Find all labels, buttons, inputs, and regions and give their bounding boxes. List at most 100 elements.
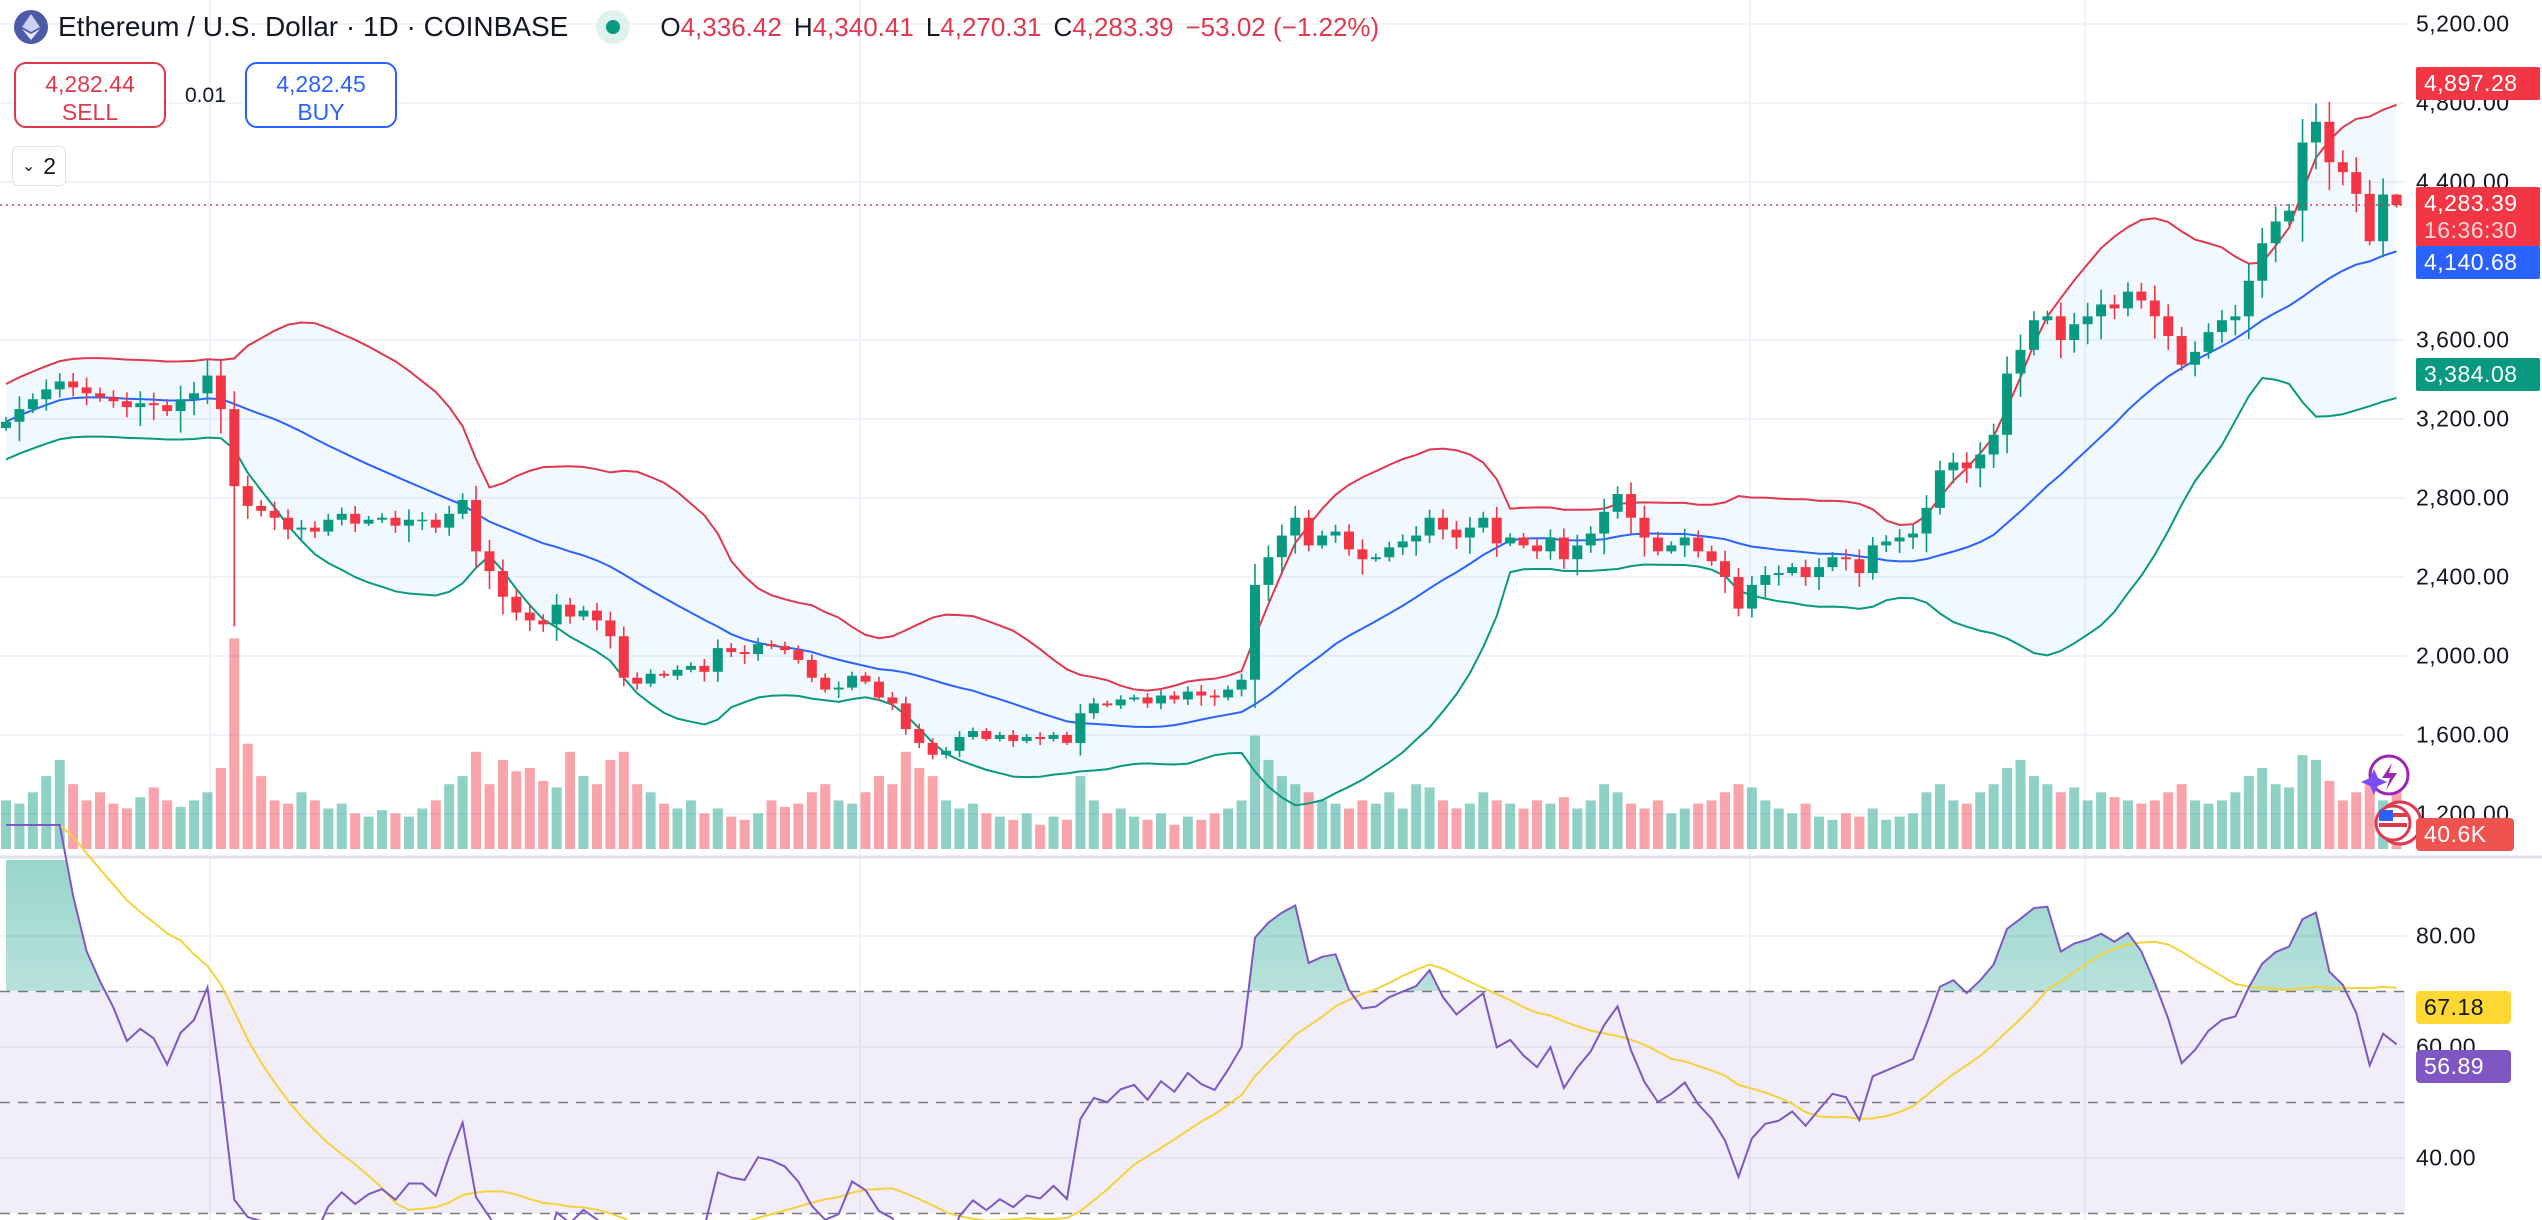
candle-body bbox=[632, 677, 643, 684]
volume-bar bbox=[444, 784, 455, 849]
volume-bar bbox=[1357, 800, 1368, 849]
volume-bar bbox=[1424, 787, 1435, 849]
rsi-overbought-fill bbox=[6, 860, 2346, 991]
volume-bar bbox=[1733, 784, 1744, 849]
ohlc-low-label: L bbox=[925, 11, 941, 42]
candle-body bbox=[2163, 316, 2174, 337]
price-axis-label: 3,600.00 bbox=[2416, 326, 2510, 353]
candle-body bbox=[1867, 545, 1878, 574]
volume-bar bbox=[1693, 803, 1704, 849]
volume-bar bbox=[2297, 755, 2308, 849]
volume-bar bbox=[967, 803, 978, 849]
candle-body bbox=[1290, 517, 1301, 536]
candle-body bbox=[1652, 537, 1663, 552]
candle-body bbox=[1464, 527, 1475, 538]
candle-body bbox=[1115, 699, 1126, 706]
candle-body bbox=[377, 517, 388, 520]
candle-body bbox=[336, 513, 347, 520]
market-status-icon[interactable] bbox=[596, 10, 631, 44]
candle-body bbox=[806, 659, 817, 678]
symbol-title[interactable]: Ethereum / U.S. Dollar · 1D · COINBASE bbox=[58, 11, 569, 42]
volume-badge: 40.6K bbox=[2416, 818, 2514, 851]
volume-bar bbox=[565, 751, 576, 849]
volume-bar bbox=[296, 792, 307, 849]
volume-bar bbox=[1384, 792, 1395, 849]
sell-button[interactable]: 4,282.44 SELL bbox=[14, 62, 166, 128]
candle-body bbox=[793, 650, 804, 660]
volume-bar bbox=[497, 759, 508, 849]
volume-bar bbox=[712, 808, 723, 849]
candle-body bbox=[2351, 172, 2362, 194]
volume-bar bbox=[2284, 787, 2295, 849]
volume-bar bbox=[1572, 808, 1583, 849]
candle-body bbox=[847, 675, 858, 688]
volume-bar bbox=[1102, 813, 1113, 849]
volume-bar bbox=[887, 784, 898, 849]
volume-bar bbox=[148, 787, 159, 849]
candle-body bbox=[1276, 535, 1287, 558]
volume-bar bbox=[1223, 808, 1234, 849]
candle-body bbox=[1787, 567, 1798, 574]
candle-body bbox=[1223, 689, 1234, 698]
indicator-legend-toggle[interactable]: ⌄ 2 bbox=[12, 146, 66, 186]
volume-bar bbox=[1854, 816, 1865, 849]
rsi-line bbox=[6, 824, 2398, 1220]
volume-bar bbox=[2364, 784, 2375, 849]
candle-body bbox=[538, 620, 549, 625]
volume-bar bbox=[242, 743, 253, 849]
buy-label: BUY bbox=[297, 99, 345, 125]
volume-bar bbox=[873, 776, 884, 849]
volume-bar bbox=[699, 813, 710, 849]
volume-bar bbox=[1075, 776, 1086, 849]
volume-bar bbox=[2122, 800, 2133, 849]
volume-bar bbox=[1048, 816, 1059, 849]
candle-body bbox=[1209, 695, 1220, 698]
candle-body bbox=[2082, 316, 2093, 325]
candle-body bbox=[1236, 679, 1247, 690]
rsi-pane bbox=[0, 824, 2405, 1220]
volume-bar bbox=[1814, 816, 1825, 849]
candle-body bbox=[1344, 531, 1354, 550]
volume-bar bbox=[2243, 776, 2254, 849]
candle-body bbox=[941, 750, 952, 755]
candle-body bbox=[1021, 736, 1032, 741]
candle-body bbox=[1451, 529, 1462, 538]
volume-bar bbox=[202, 792, 213, 849]
volume-bar bbox=[1961, 803, 1972, 849]
ohlc-close: C4,283.39 bbox=[1054, 12, 1174, 43]
volume-bar bbox=[1706, 800, 1717, 849]
us-flag-icon[interactable] bbox=[2374, 800, 2423, 846]
volume-bar bbox=[2190, 800, 2201, 849]
buy-button[interactable]: 4,282.45 BUY bbox=[245, 62, 397, 128]
candle-body bbox=[2176, 336, 2187, 365]
lightning-icon[interactable] bbox=[2361, 754, 2410, 796]
volume-bar bbox=[430, 800, 441, 849]
volume-bar bbox=[591, 784, 602, 849]
volume-bar bbox=[2351, 792, 2362, 849]
candle-body bbox=[900, 703, 911, 730]
volume-bar bbox=[1652, 800, 1663, 849]
candle-body bbox=[1155, 695, 1166, 704]
candle-body bbox=[2297, 142, 2308, 211]
bb-basis-badge: 4,140.68 bbox=[2416, 246, 2540, 279]
price-axis-label: 5,200.00 bbox=[2416, 10, 2510, 37]
candle-body bbox=[1814, 567, 1825, 577]
volume-bar bbox=[1276, 776, 1287, 849]
volume-bar bbox=[309, 800, 320, 849]
candle-body bbox=[14, 409, 25, 422]
volume-bar bbox=[538, 780, 549, 849]
ohlc-open: O4,336.42 bbox=[660, 12, 781, 43]
candle-body bbox=[1008, 735, 1019, 741]
volume-bar bbox=[954, 808, 965, 849]
candle-body bbox=[605, 620, 616, 637]
volume-bar bbox=[108, 803, 119, 849]
volume-bar bbox=[2069, 787, 2080, 849]
candle-body bbox=[309, 527, 320, 532]
events-icons[interactable] bbox=[2361, 754, 2423, 846]
volume-bar bbox=[1639, 808, 1650, 849]
candle-body bbox=[1357, 549, 1368, 560]
candle-body bbox=[390, 517, 401, 526]
candle-body bbox=[1612, 494, 1623, 512]
volume-bar bbox=[1451, 808, 1462, 849]
